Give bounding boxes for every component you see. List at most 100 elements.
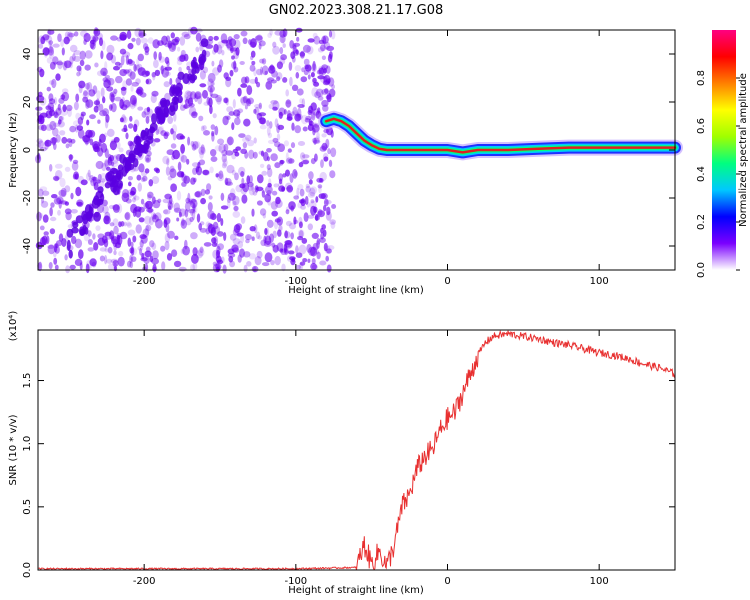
noise-blob	[229, 47, 238, 52]
noise-blob	[93, 27, 99, 35]
noise-blob	[227, 196, 231, 203]
noise-blob	[297, 104, 305, 108]
noise-blob	[85, 172, 91, 181]
noise-blob	[162, 99, 171, 107]
noise-blob	[124, 211, 131, 221]
noise-blob	[310, 262, 317, 271]
noise-blob	[259, 208, 267, 216]
noise-blob	[316, 238, 321, 245]
noise-blob	[192, 202, 196, 212]
noise-blob	[117, 164, 124, 172]
noise-blob	[214, 125, 219, 136]
noise-blob	[186, 91, 193, 97]
noise-blob	[192, 141, 199, 150]
noise-blob	[129, 141, 134, 151]
noise-blob	[71, 235, 77, 245]
noise-blob	[243, 264, 248, 273]
noise-blob	[62, 104, 67, 113]
noise-blob	[53, 97, 58, 106]
noise-blob	[261, 58, 267, 65]
noise-blob	[42, 47, 49, 56]
noise-blob	[57, 209, 61, 216]
noise-blob	[161, 261, 166, 271]
noise-blob	[163, 132, 169, 140]
noise-blob	[248, 253, 256, 260]
noise-blob	[260, 66, 263, 76]
noise-blob	[232, 238, 241, 245]
noise-blob	[146, 157, 150, 162]
noise-blob	[132, 165, 140, 172]
noise-blob	[76, 71, 81, 77]
noise-blob	[237, 108, 244, 113]
noise-blob	[321, 64, 329, 70]
noise-blob	[186, 66, 190, 71]
noise-blob	[312, 60, 316, 71]
noise-blob	[272, 244, 279, 253]
noise-blob	[88, 89, 96, 97]
noise-blob	[301, 98, 306, 108]
colorbar-tick-label: 0.0	[696, 262, 707, 278]
noise-blob	[285, 99, 292, 105]
noise-blob	[183, 33, 191, 40]
noise-blob	[68, 154, 74, 160]
noise-blob	[218, 143, 226, 153]
noise-blob	[136, 57, 140, 67]
noise-blob	[75, 124, 79, 133]
noise-blob	[307, 38, 315, 43]
noise-blob	[160, 245, 166, 252]
noise-blob	[179, 54, 186, 62]
x-tick-label: -200	[133, 576, 156, 587]
noise-blob	[40, 200, 49, 208]
noise-blob	[253, 137, 257, 144]
noise-blob	[231, 152, 237, 160]
noise-blob	[181, 218, 185, 226]
noise-blob	[327, 148, 331, 155]
noise-blob	[156, 113, 162, 125]
noise-blob	[97, 237, 106, 246]
noise-blob	[195, 46, 200, 53]
noise-blob	[199, 59, 205, 71]
noise-blob	[177, 95, 183, 104]
noise-blob	[51, 194, 58, 199]
noise-blob	[246, 98, 252, 107]
noise-blob	[131, 81, 139, 87]
noise-blob	[212, 261, 218, 266]
noise-blob	[126, 189, 134, 198]
noise-blob	[113, 136, 120, 143]
noise-blob	[252, 151, 258, 159]
noise-blob	[178, 211, 182, 218]
noise-blob	[106, 86, 114, 92]
noise-blob	[49, 120, 57, 131]
x-tick-label: 100	[590, 276, 609, 287]
noise-blob	[61, 136, 68, 144]
noise-blob	[311, 63, 317, 73]
noise-blob	[210, 81, 215, 86]
noise-blob	[79, 59, 85, 67]
noise-blob	[119, 153, 126, 164]
noise-blob	[43, 231, 49, 236]
noise-blob	[245, 134, 252, 141]
noise-blob	[300, 152, 306, 161]
noise-blob	[256, 68, 263, 76]
noise-blob	[308, 179, 313, 185]
noise-blob	[216, 259, 223, 265]
noise-blob	[213, 35, 219, 41]
noise-blob	[78, 80, 86, 89]
noise-blob	[173, 100, 179, 112]
noise-blob	[184, 103, 188, 109]
noise-blob	[132, 197, 136, 203]
y-tick-label: 1.5	[22, 373, 33, 389]
noise-blob	[317, 210, 325, 218]
noise-blob	[110, 54, 116, 64]
noise-blob	[195, 32, 202, 42]
noise-blob	[239, 248, 245, 258]
noise-blob	[60, 39, 64, 47]
noise-blob	[162, 198, 170, 204]
noise-blob	[108, 204, 115, 210]
noise-blob	[217, 173, 225, 182]
noise-blob	[198, 115, 204, 122]
noise-blob	[202, 169, 210, 176]
noise-blob	[139, 239, 144, 248]
noise-blob	[49, 80, 55, 85]
noise-blob	[240, 96, 247, 104]
